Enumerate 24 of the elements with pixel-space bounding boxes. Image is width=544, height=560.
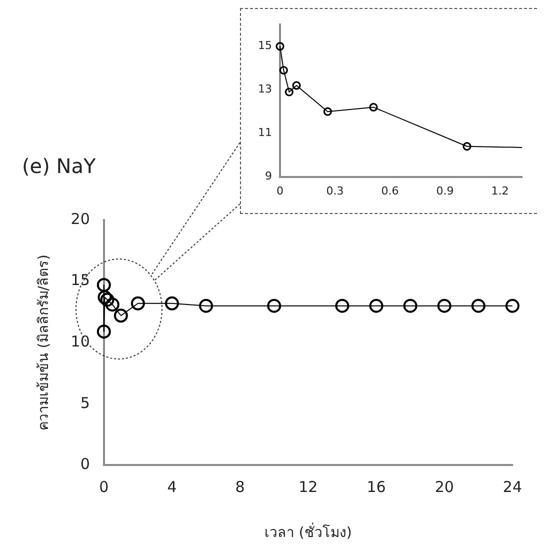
y-tick-label: 15 bbox=[258, 39, 272, 52]
x-tick-label: 0.6 bbox=[381, 184, 399, 198]
y-tick-label: 11 bbox=[258, 126, 272, 140]
y-axis-title: ความเข้มข้น (มิลลิกรัม/ลิตร) bbox=[36, 254, 52, 431]
y-tick-label: 0 bbox=[80, 455, 90, 474]
x-tick-label: 0 bbox=[276, 184, 284, 198]
y-tick-label: 5 bbox=[80, 394, 90, 412]
y-tick-label: 15 bbox=[70, 271, 90, 290]
y-tick-label: 10 bbox=[70, 332, 90, 350]
x-tick-label: 16 bbox=[366, 478, 386, 496]
x-tick-label: 0.3 bbox=[326, 184, 344, 198]
x-tick-label: 8 bbox=[235, 478, 245, 496]
y-tick-label: 13 bbox=[258, 82, 272, 96]
x-axis-title: เวลา (ชั่วโมง) bbox=[264, 523, 352, 542]
x-tick-label: 0 bbox=[99, 478, 109, 496]
x-tick-label: 24 bbox=[502, 478, 522, 496]
y-tick-label: 9 bbox=[264, 170, 272, 183]
x-tick-label: 1.2 bbox=[491, 184, 509, 198]
y-tick-label: 20 bbox=[70, 210, 90, 228]
x-tick-label: 4 bbox=[167, 478, 177, 496]
x-tick-label: 12 bbox=[298, 478, 318, 496]
chart-title: (e) NaY bbox=[22, 154, 96, 178]
x-tick-label: 20 bbox=[434, 478, 454, 496]
x-tick-label: 0.9 bbox=[436, 184, 454, 198]
